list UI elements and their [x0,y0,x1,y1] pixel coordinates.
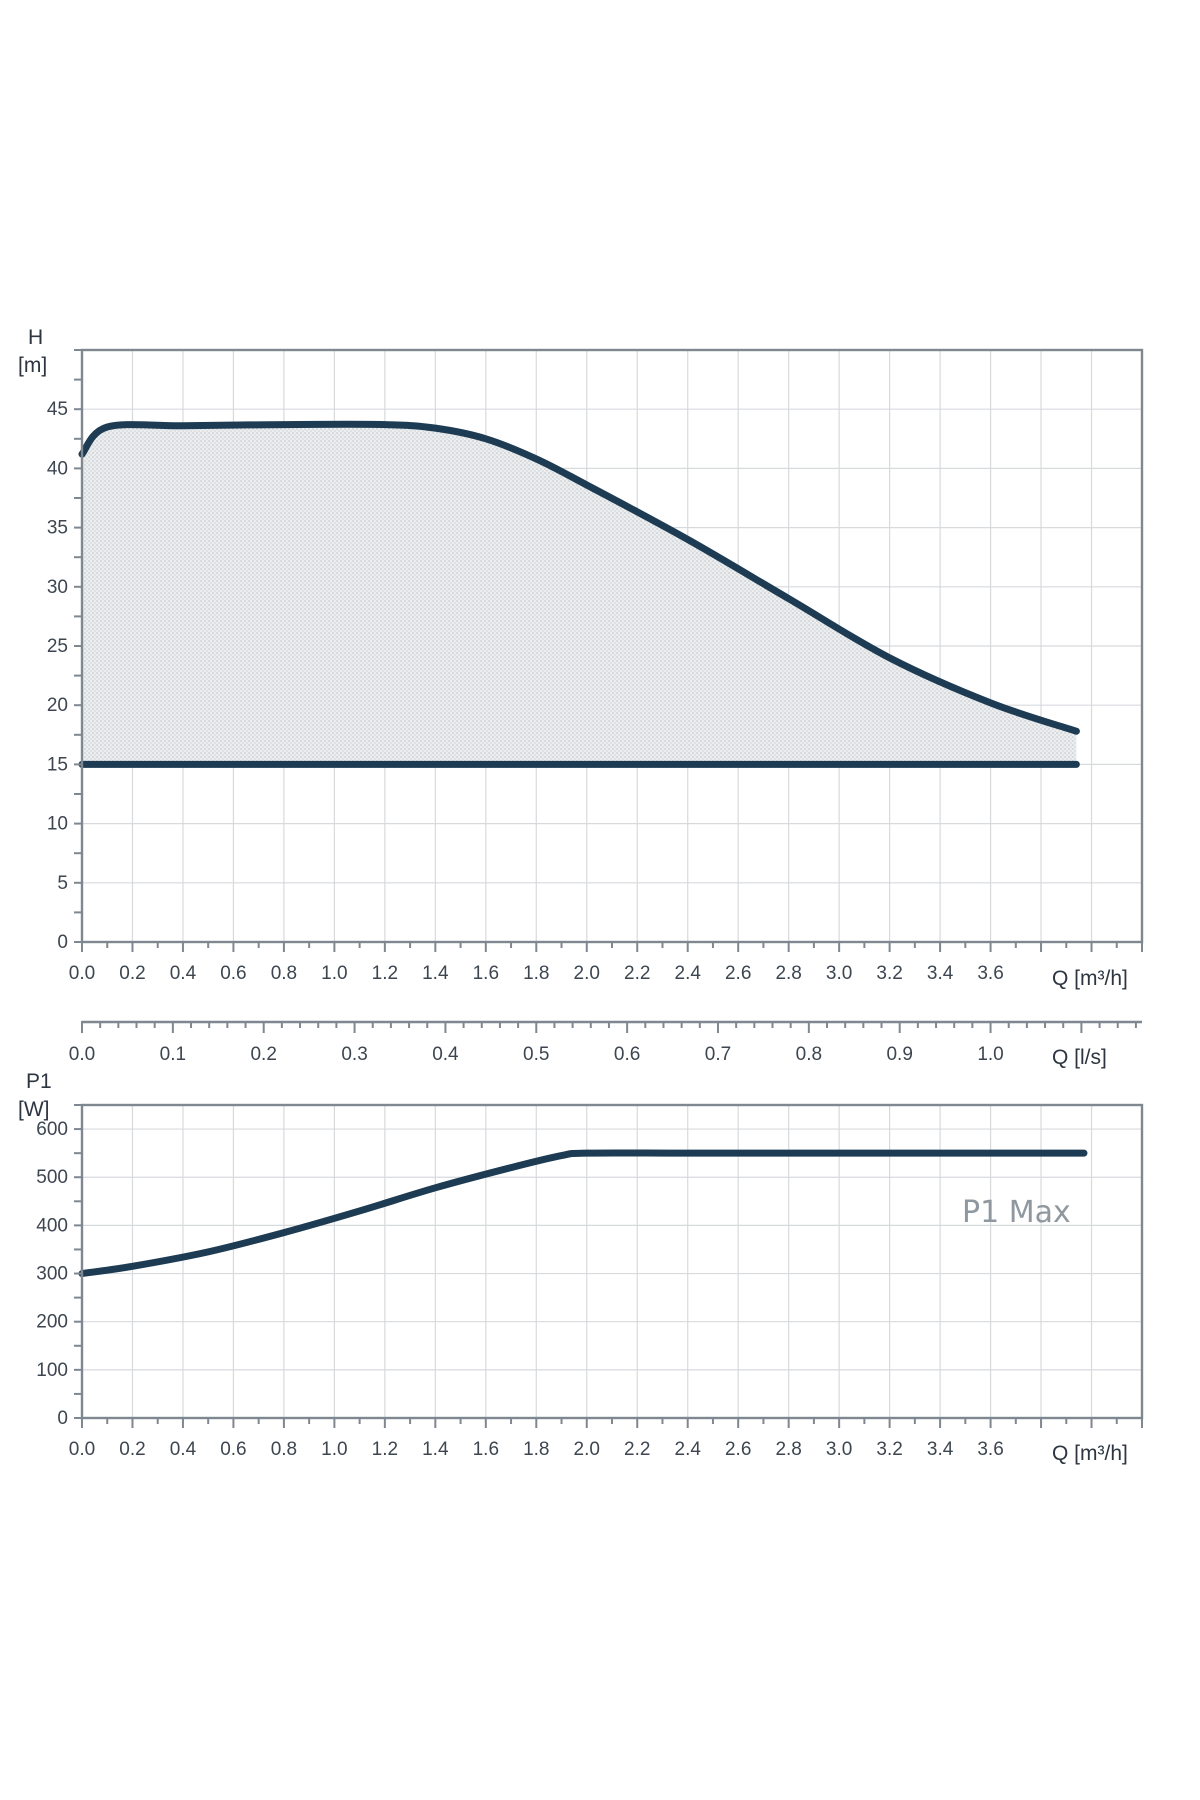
power-y-tick-label: 500 [36,1167,68,1188]
head-y-tick-label: 20 [47,695,68,716]
power-x-tick-label: 0.2 [119,1439,145,1460]
flow-ls-tick-label: 1.0 [977,1044,1003,1065]
head-y-tick-label: 30 [47,577,68,598]
head-x-tick-label: 2.8 [775,963,801,984]
head-x-tick-label: 2.4 [675,963,702,984]
head-x-tick-label: 1.6 [473,963,499,984]
flow-ls-tick-label: 0.0 [69,1044,95,1065]
power-y-tick-label: 0 [57,1408,68,1429]
head-x-tick-label: 1.8 [523,963,549,984]
power-y-tick-label: 100 [36,1360,68,1381]
flow-ls-tick-label: 0.5 [523,1044,549,1065]
head-y-tick-label: 10 [47,814,68,835]
flow-ls-tick-label: 0.4 [432,1044,459,1065]
head-y-tick-label: 5 [57,873,68,894]
head-max-curve [78,420,1080,735]
power-x-tick-label: 3.4 [927,1439,954,1460]
power-x-tick-label: 1.4 [422,1439,449,1460]
power-x-tick-label: 0.4 [170,1439,197,1460]
head-y-axis-unit: [m] [18,354,47,377]
head-y-tick-label: 25 [47,636,68,657]
power-x-tick-label: 3.6 [977,1439,1003,1460]
power-x-tick-label: 2.6 [725,1439,751,1460]
head-x-axis-label: Q [m³/h] [1052,967,1128,990]
head-y-tick-label: 45 [47,399,68,420]
head-x-tick-label: 2.0 [574,963,600,984]
power-y-tick-label: 200 [36,1312,68,1333]
head-y-tick-label: 15 [47,754,68,775]
head-x-tick-label: 2.6 [725,963,751,984]
head-x-tick-label: 0.4 [170,963,197,984]
flow-ls-tick-label: 0.9 [886,1044,912,1065]
head-x-tick-label: 0.0 [69,963,95,984]
power-x-tick-label: 2.0 [574,1439,600,1460]
flow-ls-tick-label: 0.8 [796,1044,822,1065]
power-x-tick-label: 1.8 [523,1439,549,1460]
head-x-tick-label: 1.2 [372,963,398,984]
power-y-tick-label: 400 [36,1215,68,1236]
head-x-tick-label: 2.2 [624,963,650,984]
head-y-axis-label: H [28,326,43,349]
head-x-tick-label: 3.6 [977,963,1003,984]
power-x-tick-label: 1.0 [321,1439,347,1460]
power-y-tick-label: 300 [36,1264,68,1285]
head-x-tick-label: 1.4 [422,963,449,984]
power-x-tick-label: 1.2 [372,1439,398,1460]
power-curve [78,1149,1088,1278]
head-x-tick-label: 3.0 [826,963,852,984]
head-x-tick-label: 3.4 [927,963,954,984]
power-y-tick-label: 600 [36,1119,68,1140]
power-x-tick-label: 0.6 [220,1439,246,1460]
power-x-axis-label: Q [m³/h] [1052,1442,1128,1465]
flow-ls-axis-label: Q [l/s] [1052,1046,1107,1069]
head-y-tick-label: 0 [57,932,68,953]
head-x-tick-label: 0.2 [119,963,145,984]
flow-ls-axis: 0.0 0.1 0.2 0.3 0.4 0.5 0.6 0.7 0.8 0.9 1.0 Q [l/s… [69,1020,1142,1069]
power-y-axis-unit: [W] [18,1098,50,1121]
flow-ls-ticks: 0.0 0.1 0.2 0.3 0.4 0.5 0.6 0.7 0.8 0.9 1.0 [69,1021,1137,1065]
flow-ls-tick-label: 0.2 [250,1044,276,1065]
head-x-tick-label: 0.6 [220,963,246,984]
power-x-ticks: 0.0 0.2 0.4 0.6 0.8 1.0 1.2 1.4 1.6 1.8 2.0 2.2 2.4 2… [69,1418,1143,1460]
head-y-tick-label: 40 [47,458,68,479]
head-x-tick-label: 0.8 [271,963,297,984]
power-x-tick-label: 3.2 [876,1439,902,1460]
head-x-tick-label: 1.0 [321,963,347,984]
head-x-ticks: 0.0 0.2 0.4 0.6 0.8 1.0 1.2 1.4 1.6 1.8 2.0 2.2 2.4 2… [69,942,1143,984]
flow-ls-tick-label: 0.7 [705,1044,731,1065]
power-x-tick-label: 0.8 [271,1439,297,1460]
flow-ls-tick-label: 0.3 [341,1044,367,1065]
flow-ls-tick-label: 0.1 [160,1044,186,1065]
head-chart: 0.0 0.2 0.4 0.6 0.8 1.0 1.2 1.4 1.6 1.8 2.0 2.2 2.4 2… [18,326,1144,990]
power-x-tick-label: 3.0 [826,1439,852,1460]
power-y-axis-label: P1 [26,1070,52,1093]
head-y-tick-label: 35 [47,518,68,539]
power-x-tick-label: 0.0 [69,1439,95,1460]
head-y-ticks: 0 5 10 15 20 25 30 35 40 45 [47,349,82,953]
power-x-tick-label: 2.4 [675,1439,702,1460]
head-operating-area [82,424,1077,765]
head-x-tick-label: 3.2 [876,963,902,984]
power-y-ticks: 0 100 200 300 400 500 600 [36,1104,82,1429]
power-chart: 0.0 0.2 0.4 0.6 0.8 1.0 1.2 1.4 1.6 1.8 2.0 2.2 2.4 2… [18,1070,1144,1465]
power-x-tick-label: 1.6 [473,1439,499,1460]
p1-max-annotation: P1 Max [962,1195,1071,1230]
power-x-tick-label: 2.2 [624,1439,650,1460]
flow-ls-tick-label: 0.6 [614,1044,640,1065]
power-x-tick-label: 2.8 [775,1439,801,1460]
